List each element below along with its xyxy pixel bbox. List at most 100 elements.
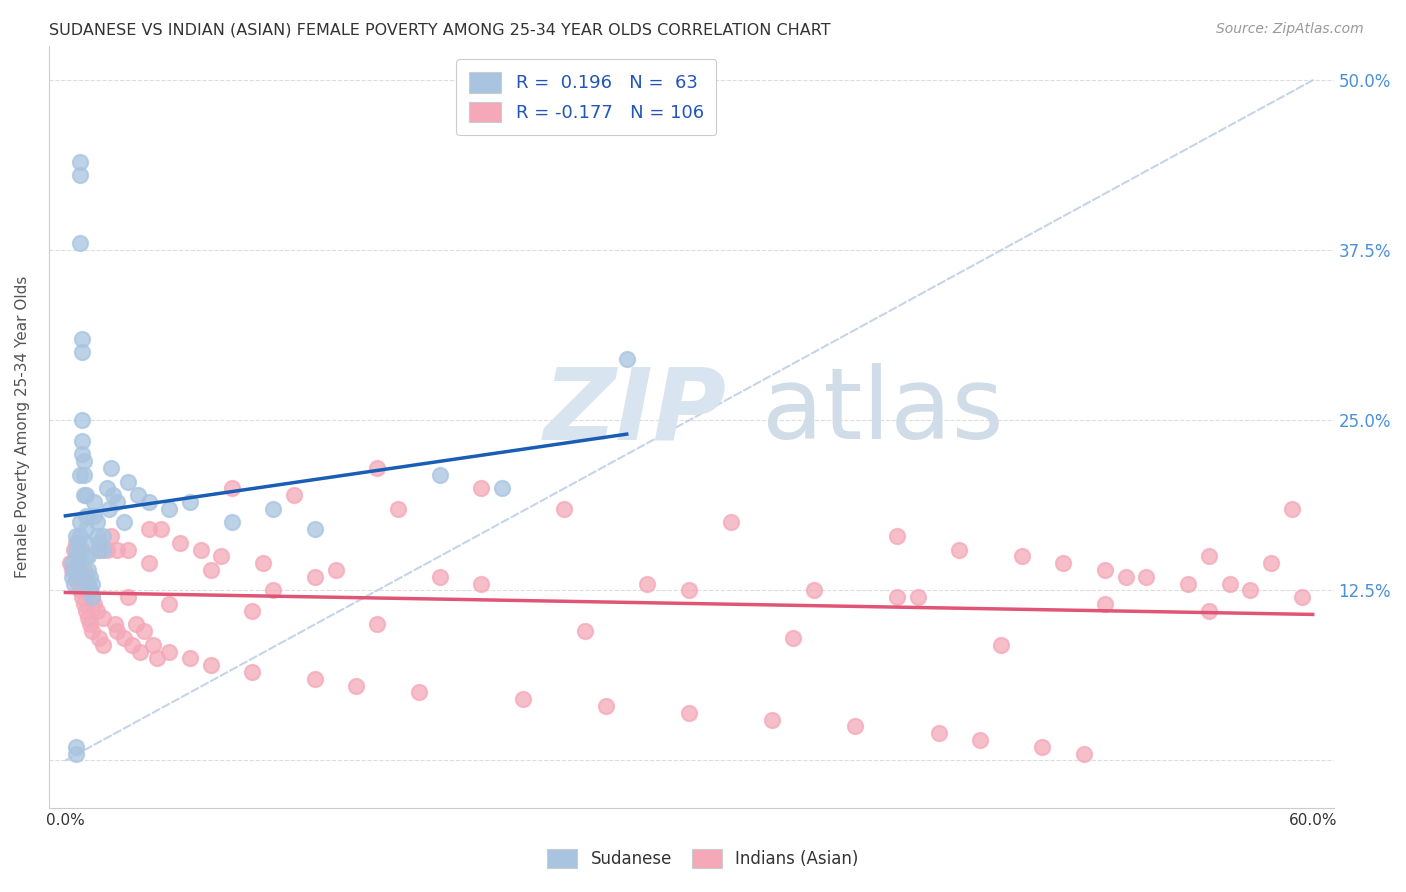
Point [87, 542, 110, 557]
Point [82, 591, 104, 605]
Point [60, 563, 83, 577]
Point [200, 658, 222, 673]
Point [283, 488, 305, 502]
Point [60, 570, 83, 584]
Point [117, 591, 139, 605]
Point [69, 516, 91, 530]
Point [1291, 591, 1313, 605]
Point [112, 631, 135, 645]
Point [969, 733, 991, 747]
Point [86, 529, 108, 543]
Point [1011, 549, 1033, 564]
Point [65, 739, 87, 754]
Point [595, 699, 617, 714]
Point [429, 570, 451, 584]
Point [1135, 570, 1157, 584]
Point [86, 516, 108, 530]
Point [79, 617, 101, 632]
Point [91, 610, 114, 624]
Point [1115, 570, 1137, 584]
Point [69, 467, 91, 482]
Point [209, 549, 232, 564]
Point [1094, 563, 1116, 577]
Point [75, 570, 97, 584]
Point [77, 549, 100, 564]
Legend: Sudanese, Indians (Asian): Sudanese, Indians (Asian) [538, 840, 868, 877]
Point [96, 482, 118, 496]
Point [678, 706, 700, 720]
Point [1094, 597, 1116, 611]
Point [69, 583, 91, 598]
Point [77, 576, 100, 591]
Point [146, 651, 169, 665]
Point [87, 542, 110, 557]
Point [491, 482, 513, 496]
Point [75, 536, 97, 550]
Point [304, 672, 326, 686]
Point [75, 549, 97, 564]
Point [73, 597, 96, 611]
Point [65, 747, 87, 761]
Point [83, 495, 105, 509]
Point [470, 482, 492, 496]
Point [73, 563, 96, 577]
Point [87, 631, 110, 645]
Point [637, 576, 659, 591]
Point [886, 529, 908, 543]
Point [169, 536, 191, 550]
Point [79, 583, 101, 598]
Point [75, 522, 97, 536]
Point [844, 719, 866, 733]
Point [62, 563, 84, 577]
Point [70, 591, 93, 605]
Point [100, 461, 122, 475]
Point [142, 638, 165, 652]
Point [69, 154, 91, 169]
Point [79, 583, 101, 598]
Point [70, 345, 93, 359]
Point [66, 563, 89, 577]
Point [62, 576, 84, 591]
Point [91, 542, 114, 557]
Point [96, 542, 118, 557]
Point [886, 591, 908, 605]
Point [138, 522, 160, 536]
Y-axis label: Female Poverty Among 25-34 Year Olds: Female Poverty Among 25-34 Year Olds [15, 276, 30, 578]
Point [77, 610, 100, 624]
Point [91, 638, 114, 652]
Point [470, 576, 492, 591]
Point [200, 563, 222, 577]
Point [100, 529, 122, 543]
Point [82, 591, 104, 605]
Text: atlas: atlas [762, 363, 1004, 460]
Point [69, 236, 91, 251]
Point [157, 501, 180, 516]
Point [574, 624, 596, 639]
Point [87, 536, 110, 550]
Point [69, 563, 91, 577]
Point [150, 522, 173, 536]
Point [304, 522, 326, 536]
Point [720, 516, 742, 530]
Point [262, 501, 284, 516]
Point [304, 570, 326, 584]
Text: SUDANESE VS INDIAN (ASIAN) FEMALE POVERTY AMONG 25-34 YEAR OLDS CORRELATION CHAR: SUDANESE VS INDIAN (ASIAN) FEMALE POVERT… [49, 22, 831, 37]
Point [66, 556, 89, 570]
Point [69, 529, 91, 543]
Point [1198, 604, 1220, 618]
Point [60, 556, 83, 570]
Point [262, 583, 284, 598]
Point [221, 482, 243, 496]
Point [70, 332, 93, 346]
Point [105, 542, 128, 557]
Point [112, 516, 135, 530]
Point [782, 631, 804, 645]
Point [58, 556, 80, 570]
Point [948, 542, 970, 557]
Point [77, 576, 100, 591]
Point [98, 501, 121, 516]
Point [761, 713, 783, 727]
Text: Source: ZipAtlas.com: Source: ZipAtlas.com [1216, 22, 1364, 37]
Point [83, 508, 105, 523]
Point [65, 570, 87, 584]
